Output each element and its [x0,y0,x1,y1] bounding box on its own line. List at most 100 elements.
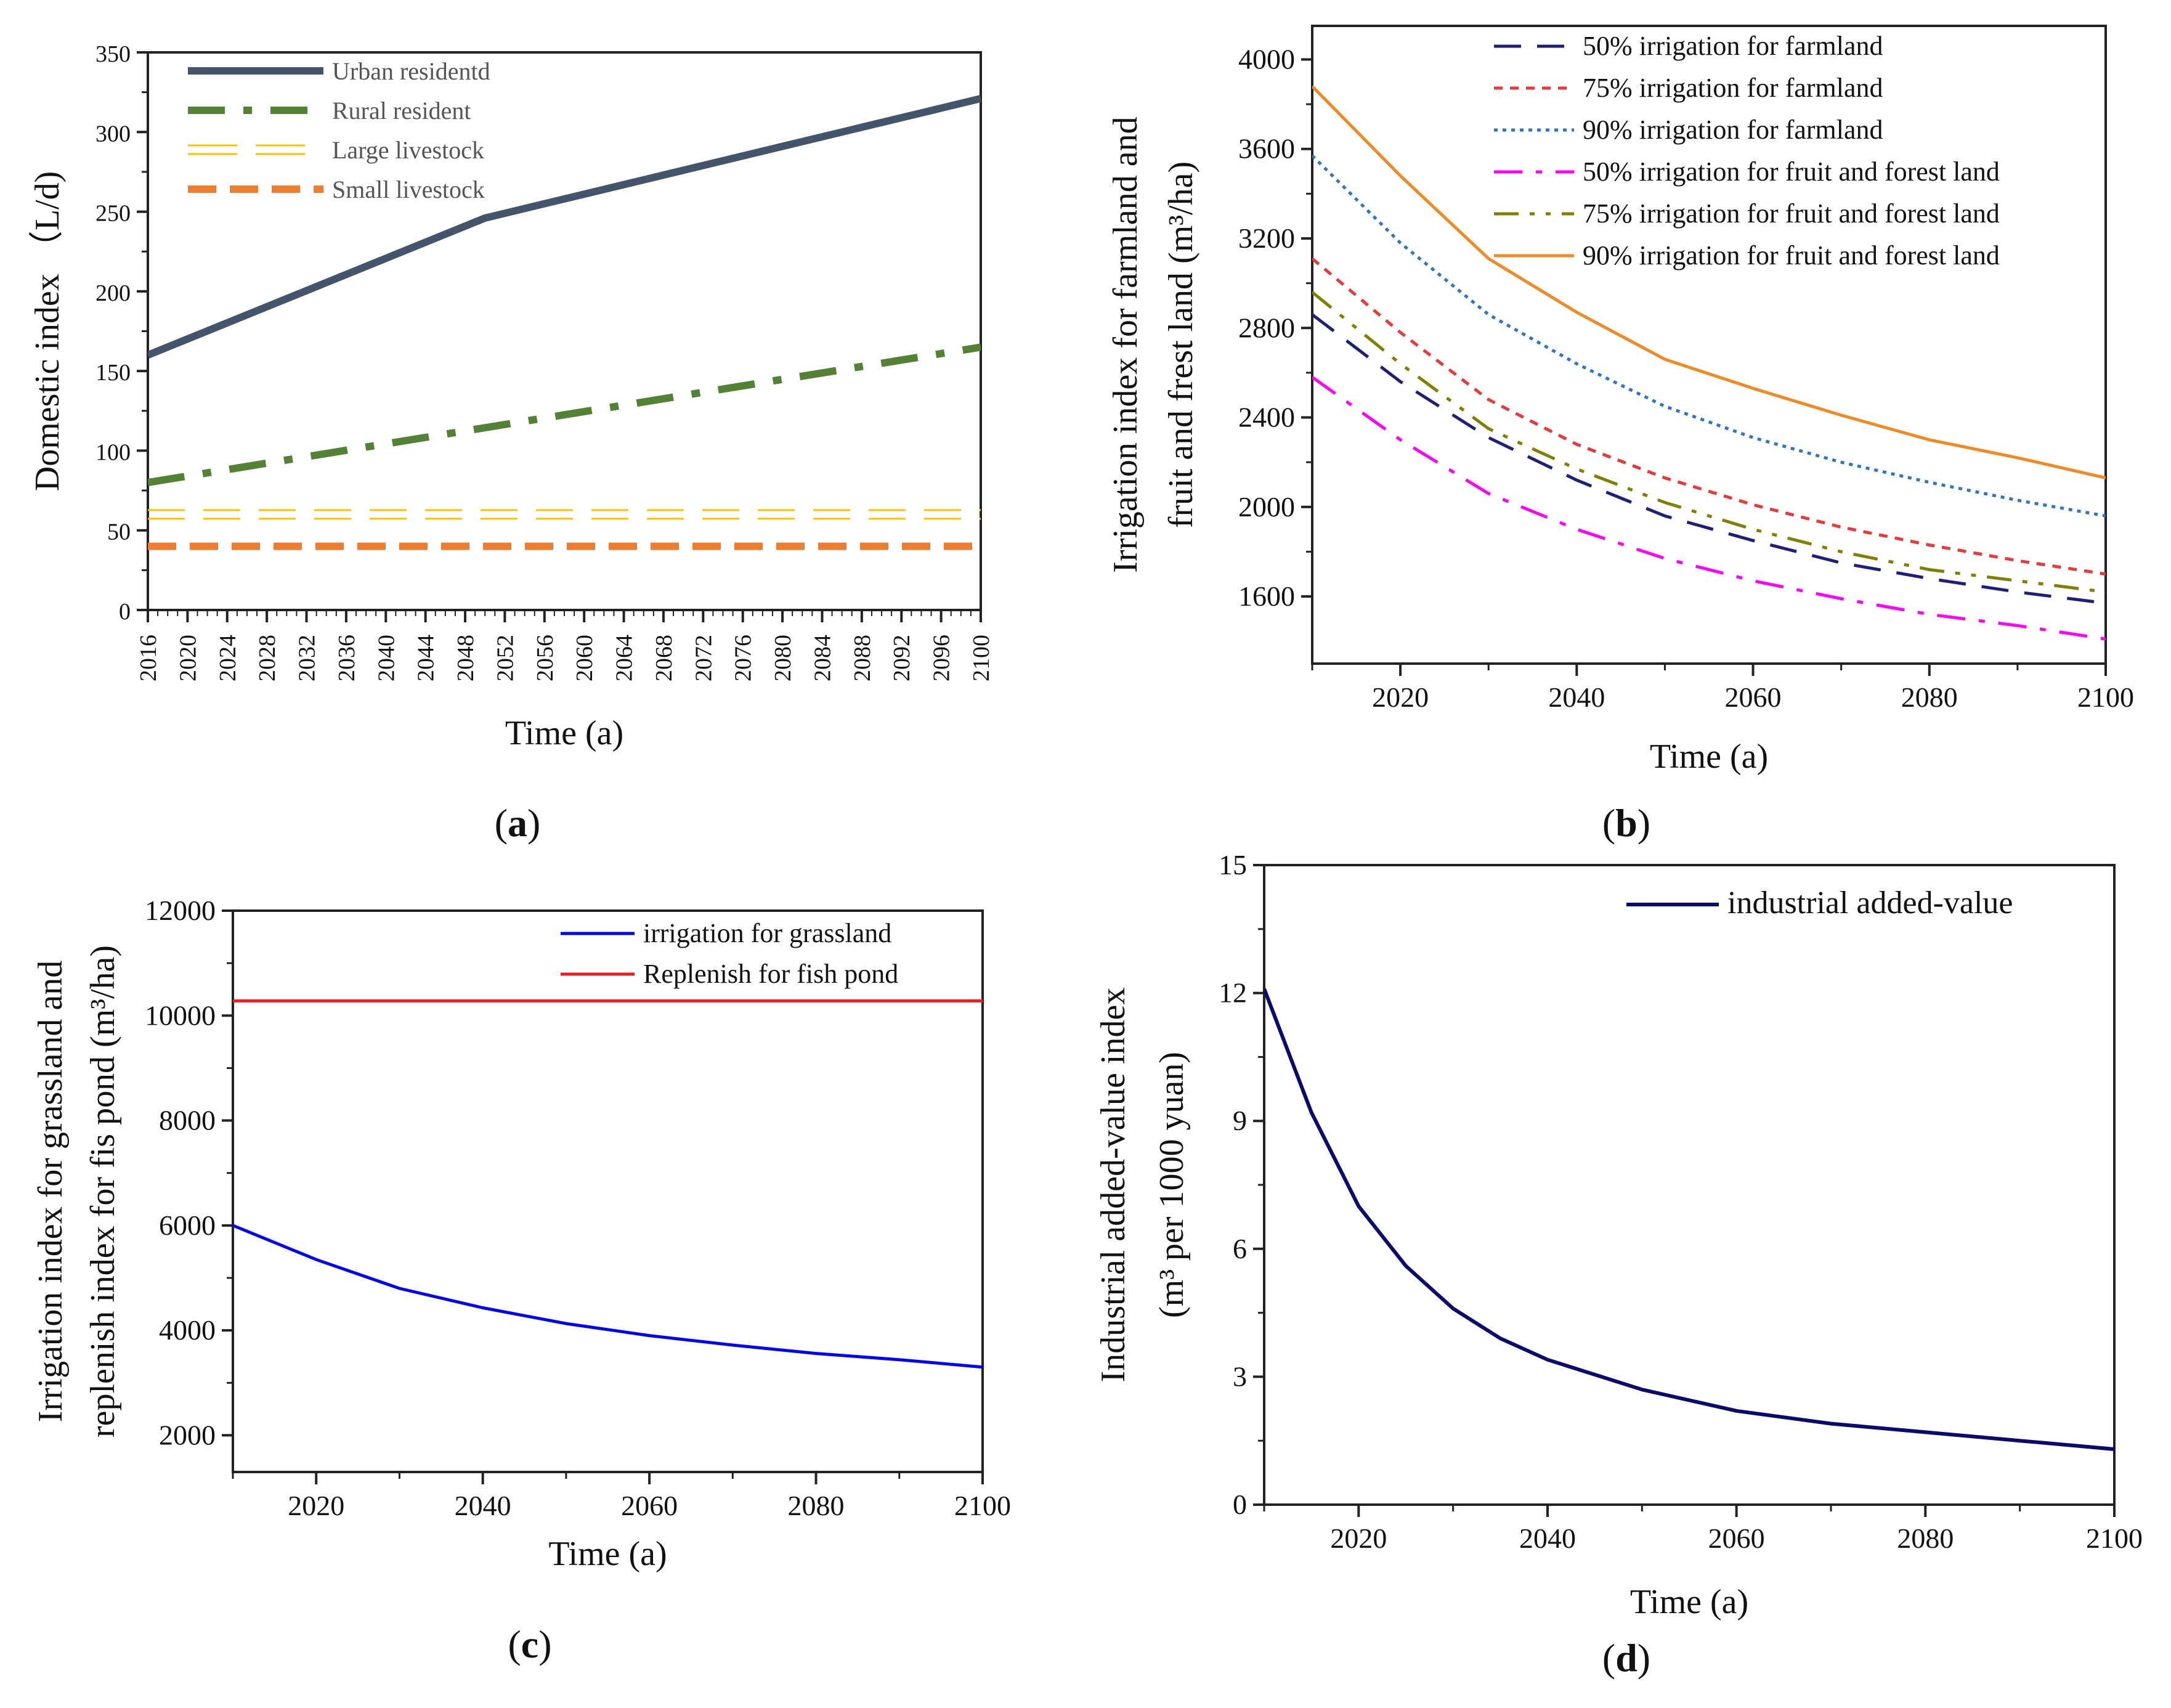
legend-label: Large livestock [332,136,484,164]
legend-label: 75% irrigation for fruit and forest land [1583,198,2000,229]
legend-label: industrial added-value [1727,885,2013,921]
y-axis-label-line: Irrigation index for grassland and [31,961,70,1423]
y-tick-label: 300 [95,121,131,147]
x-tick-label: 2060 [1708,1523,1765,1554]
x-axis-label: Time (a) [505,714,623,752]
series-line-50-irrigation-for-farmland [1312,313,2106,605]
plot-frame [1311,25,2107,665]
x-tick-label: 2044 [413,635,439,681]
y-tick-label: 4000 [1238,43,1295,75]
legend-label: Urban residentd [332,57,490,85]
panel-label-letter: c [521,1622,538,1666]
y-tick-label: 10000 [145,999,216,1031]
legend-label: 75% irrigation for farmland [1583,73,1883,103]
legend-label: Replenish for fish pond [643,959,898,989]
x-tick-label: 2020 [1330,1523,1387,1554]
panel-label-paren: ( [1602,801,1615,845]
x-axis-label: Time (a) [1650,738,1768,776]
panel-label-paren: ( [508,1622,521,1666]
x-tick-label: 2100 [2086,1523,2143,1554]
x-tick-label: 2040 [455,1490,511,1521]
y-axis-label: Domestic index （L/d) [28,171,67,491]
y-tick-label: 6 [1233,1233,1247,1264]
series-group [148,95,981,550]
y-tick-label: 15 [1219,849,1247,880]
x-tick-label: 2100 [954,1490,1011,1521]
panel-label: (d) [1602,1636,1650,1680]
x-axis-label: Time (a) [1630,1583,1748,1621]
x-tick-label: 2100 [968,635,994,681]
y-axis-label-line: Irrigation index for farmland and [1106,116,1145,572]
legend: irrigation for grassland Replenish for fi… [561,918,898,989]
y-tick-label: 9 [1233,1105,1247,1136]
x-tick-label: 2100 [2077,681,2134,713]
plot-frame [147,51,982,611]
series-line-90-irrigation-for-farmland [1312,154,2106,518]
x-tick-label: 2096 [929,635,955,681]
y-tick-label: 350 [95,41,131,67]
x-tick-label: 2052 [492,635,518,681]
x-tick-label: 2032 [294,635,320,681]
y-tick-label: 6000 [159,1210,216,1241]
legend-label: 50% irrigation for fruit and forest land [1583,157,2000,187]
y-tick-label: 1600 [1238,580,1295,612]
x-tick-label: 2048 [453,635,479,681]
x-tick-label: 2040 [1519,1523,1576,1554]
y-tick-label: 8000 [159,1105,216,1136]
y-tick-label: 4000 [159,1314,216,1346]
panel-label-paren: ) [1637,1636,1650,1680]
legend: industrial added-value [1626,885,2013,921]
panel-label-letter: b [1615,801,1637,845]
x-tick-label: 2064 [612,635,638,681]
y-tick-label: 3600 [1238,133,1295,165]
series-line-industrial-added-value [1264,988,2114,1451]
y-tick-label: 2000 [1238,491,1295,523]
y-tick-label: 2000 [159,1419,216,1450]
y-axis-label-line: (m³ per 1000 yuan) [1153,1052,1191,1318]
y-axis-label-line: fruit and frest land (m³/ha) [1162,161,1200,528]
panel-b: 1600 2000 2400 2800 3200 3600 4000 2020 2040 2060… [1106,25,2134,845]
x-tick-label: 2060 [572,635,598,681]
x-tick-label: 2036 [334,635,360,681]
y-tick-label: 0 [119,599,131,625]
series-line-50-irrigation-for-fruit-and-forest-land [1312,376,2106,641]
panel-label-letter: a [508,801,527,845]
x-tick-label: 2092 [889,635,915,681]
x-tick-label: 2076 [731,635,757,681]
x-tick-label: 2056 [532,635,558,681]
series-line-rural-resident [148,343,981,487]
panel-label-letter: d [1615,1636,1637,1680]
x-tick-label: 2060 [1725,681,1782,713]
panel-label-paren: ) [538,1622,551,1666]
series-group [233,999,983,1369]
plot-frame [232,909,984,1473]
y-tick-label: 250 [95,201,131,227]
panel-label-paren: ( [495,801,508,845]
y-tick-label: 3 [1233,1360,1247,1392]
y-tick-label: 2400 [1238,402,1295,433]
panel-c: 2000 4000 6000 8000 10000 12000 2020 2040 2060 20… [31,895,1011,1666]
panel-d: 0 3 6 9 12 15 2020 2040 2060 2080 2100 Time (a) Indu… [1094,849,2143,1680]
series-line-urban-residentd [148,95,981,359]
x-tick-label: 2068 [651,635,677,681]
x-tick-label: 2080 [1897,1523,1954,1554]
x-tick-label: 2020 [288,1490,344,1521]
x-tick-label: 2084 [810,635,835,681]
x-tick-label: 2040 [373,635,399,681]
y-tick-label: 200 [95,280,131,306]
y-axis-label-line: Industrial added-value index [1094,988,1132,1383]
x-tick-label: 2028 [254,635,280,681]
legend: 50% irrigation for farmland 75% irrigatio… [1494,31,2000,270]
y-tick-label: 12000 [145,895,216,926]
series-group [1264,988,2114,1451]
legend-label: Rural resident [332,97,471,124]
panel-label-paren: ) [527,801,540,845]
series-line-75-irrigation-for-farmland [1312,257,2106,576]
x-tick-label: 2080 [788,1490,845,1521]
x-tick-label: 2020 [175,635,201,681]
series-line-90-irrigation-for-fruit-and-forest-land [1312,85,2106,480]
x-tick-label: 2080 [770,635,796,681]
series-group [1312,85,2106,641]
y-tick-label: 2800 [1238,312,1295,343]
